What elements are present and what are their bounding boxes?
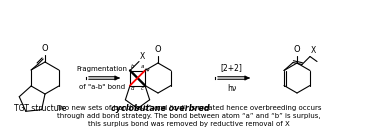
Text: c: c	[141, 86, 144, 92]
Text: d: d	[131, 86, 135, 92]
Text: b: b	[131, 64, 135, 70]
Text: Fragmentation: Fragmentation	[76, 66, 127, 72]
Text: this surplus bond was removed by reductive removal of X: this surplus bond was removed by reducti…	[88, 121, 290, 127]
Text: [2+2]: [2+2]	[220, 63, 242, 72]
Text: X: X	[311, 46, 316, 54]
Text: through add bond strategy. The bond between atom “a” and “b” is surplus,: through add bond strategy. The bond betw…	[57, 113, 321, 119]
Text: TGT structure: TGT structure	[14, 104, 66, 113]
Text: O: O	[42, 44, 48, 53]
Text: O: O	[294, 45, 300, 54]
Text: cyclobutane overbred: cyclobutane overbred	[111, 104, 209, 113]
Text: O: O	[155, 45, 161, 54]
Text: X: X	[140, 51, 145, 60]
Text: of "a-b" bond: of "a-b" bond	[79, 84, 125, 90]
Text: a: a	[141, 64, 144, 70]
Text: hν: hν	[227, 84, 236, 93]
Text: Two new sets of bond “a-b” and “c-d” is created hence overbreeding occurs: Two new sets of bond “a-b” and “c-d” is …	[56, 105, 322, 111]
